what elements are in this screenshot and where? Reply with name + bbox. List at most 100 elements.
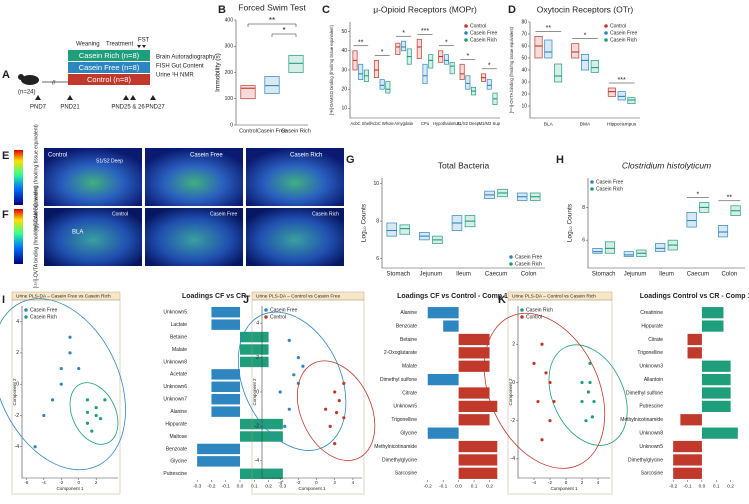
legend-marker <box>604 24 608 28</box>
bar <box>458 400 498 413</box>
bar <box>211 393 240 405</box>
weaning: Weaning <box>76 42 100 48</box>
legend-label: Control <box>470 23 486 29</box>
point <box>103 398 107 402</box>
significance-label: * <box>584 32 587 39</box>
day-markers <box>35 95 156 100</box>
significance-bracket <box>247 23 297 27</box>
x-tick-label: -0.2 <box>424 483 433 489</box>
bar <box>701 400 731 413</box>
category-label: Dimethyl sulfone <box>380 377 417 383</box>
x-tick-label: Ileum <box>456 272 471 278</box>
box <box>617 91 626 101</box>
box <box>534 36 543 59</box>
legend-label: Casein Rich <box>610 37 637 43</box>
x-tick-label: -4 <box>532 480 536 485</box>
point <box>342 416 346 420</box>
x-tick-label: 2 <box>333 480 336 485</box>
y-tick-label: 50 <box>521 55 527 61</box>
point <box>342 381 346 385</box>
box <box>416 38 422 59</box>
axis-title: Component 2 <box>508 378 513 406</box>
x-tick-label: -4 <box>42 480 46 485</box>
category-label: Hippurate <box>165 421 187 427</box>
category-label: Unknown8 <box>163 359 187 365</box>
y-tick-label: -4 <box>255 458 260 464</box>
x-tick-label: 0.2 <box>486 483 493 489</box>
box <box>655 243 666 252</box>
bar <box>680 414 702 426</box>
axis-title: Component 1 <box>298 486 326 491</box>
y-tick-label: 6 <box>376 256 379 262</box>
legend-label: Casein Rich <box>470 37 497 43</box>
y-tick-label: 40 <box>521 67 527 73</box>
point <box>588 380 592 385</box>
significance-label: * <box>466 53 469 60</box>
point <box>540 438 544 442</box>
significance-label: * <box>697 191 700 198</box>
bar <box>427 373 459 386</box>
timeline: A (n=24) // Weaning Treatment FST Casein… <box>2 38 215 111</box>
panel-label: H <box>556 154 564 166</box>
x-tick-label: -2 <box>548 480 552 485</box>
box <box>465 75 471 90</box>
box <box>288 55 304 73</box>
confidence-ellipse <box>296 360 376 461</box>
box <box>443 54 449 65</box>
panel-label: F <box>2 209 9 221</box>
axis-title: [³H]-DAMGO binding (fmol/mg tissue equiv… <box>329 24 334 114</box>
category-label: Unknown5 <box>639 444 663 450</box>
point <box>584 419 588 423</box>
box <box>264 76 280 94</box>
y-tick-label: -4 <box>15 444 20 450</box>
x-tick-label: BLA <box>544 121 554 127</box>
category-label: Maltose <box>169 434 187 440</box>
x-tick-label: 0.0 <box>699 483 706 489</box>
y-tick-label: 30 <box>521 79 527 85</box>
box <box>395 42 401 55</box>
axis-title: Immobility (s) <box>215 53 222 92</box>
chart-title: Clostridium histolyticum <box>622 160 711 170</box>
legend-marker <box>264 308 268 312</box>
treatment: Treatment <box>106 42 133 48</box>
x-tick-label: Stomach <box>386 272 410 278</box>
bar <box>211 381 240 393</box>
x-tick-label: -0.2 <box>669 483 678 489</box>
axis-title: [¹²⁵I]-OVTA binding (fmol/mg tissue equi… <box>33 185 39 288</box>
point <box>283 424 287 428</box>
region-label: BLA <box>72 230 83 236</box>
bar <box>211 406 240 417</box>
point <box>540 342 544 346</box>
box <box>623 251 634 257</box>
bar <box>458 454 498 466</box>
category-label: Benzoate <box>166 446 187 452</box>
x-tick-label: 4 <box>352 480 355 485</box>
x-tick-label: -2 <box>59 480 63 485</box>
brain-image <box>246 208 344 266</box>
day-label: PND21 <box>60 105 80 111</box>
legend-marker <box>604 38 608 42</box>
x-tick-label: 0.2 <box>265 483 272 489</box>
chart-title: Urine PLS-DA – Control vs Casein Free <box>256 293 341 299</box>
x-tick-label: 0.1 <box>251 483 258 489</box>
significance-label: * <box>402 30 405 37</box>
point <box>324 407 328 411</box>
x-tick-label: 0.2 <box>727 483 734 489</box>
point <box>278 390 282 394</box>
box <box>592 248 603 254</box>
legend-label: Casein Free <box>30 307 57 313</box>
y-tick-label: 0 <box>16 382 19 388</box>
point <box>85 410 90 414</box>
category-label: Lactate <box>171 322 188 328</box>
box <box>358 63 364 80</box>
category-label: Betaine <box>400 337 417 343</box>
point <box>90 429 94 433</box>
y-tick-label: 70 <box>521 31 527 37</box>
category-label: Acetate <box>170 372 187 378</box>
y-tick-label: 0 <box>512 380 515 386</box>
point <box>334 411 339 415</box>
point <box>586 390 591 394</box>
region-label: S1/S2 Deep <box>96 158 123 164</box>
x-tick-label: Caecum <box>687 272 709 278</box>
